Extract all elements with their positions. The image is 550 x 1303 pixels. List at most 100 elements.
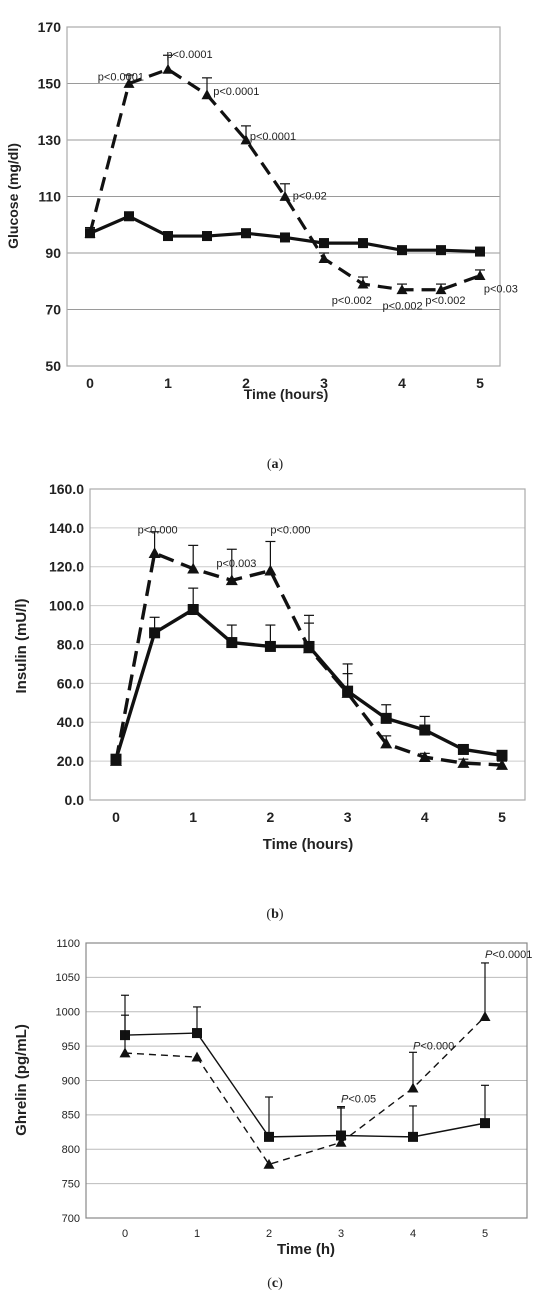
series-triangle [119,962,491,1169]
data-point-triangle [148,547,161,558]
data-point-triangle [357,278,369,289]
x-axis-title: Time (h) [277,1241,335,1258]
data-point-triangle [123,78,135,88]
data-point-square [163,231,173,242]
data-point-triangle [380,737,393,749]
x-tick-label: 4 [410,1228,416,1240]
panel-caption: (b) [266,907,283,922]
data-point-square [202,231,212,242]
y-tick-label: 120.0 [49,559,84,575]
data-point-triangle [119,1047,131,1058]
x-tick-label: 2 [242,375,250,391]
data-point-triangle [418,751,431,763]
data-point-square [264,1131,274,1142]
data-point-square [241,228,251,239]
p-value-annotation: p<0.0001 [98,72,144,84]
y-tick-label: 800 [62,1144,80,1156]
y-tick-label: 70 [45,301,61,317]
y-tick-label: 1050 [56,972,80,984]
y-tick-label: 160.0 [49,481,84,497]
x-tick-label: 1 [189,809,197,825]
data-point-triangle [264,564,277,576]
data-point-triangle [263,1158,275,1169]
p-value-annotation: p<0.0001 [166,49,212,61]
series-square [85,211,485,257]
y-tick-label: 20.0 [57,753,84,769]
p-value-annotation: p<0.002 [383,301,423,313]
y-axis-title: Ghrelin (pg/mL) [13,1024,30,1136]
data-point-triangle [496,759,508,770]
data-point-square [419,724,431,736]
data-point-triangle [201,89,213,100]
x-tick-label: 2 [267,809,275,825]
x-axis-title: Time (hours) [263,836,354,853]
series-line [88,67,481,292]
series-line [124,1032,486,1138]
data-point-triangle [303,642,315,654]
series-triangle [84,54,486,295]
data-point-square [408,1131,418,1142]
y-tick-label: 90 [45,245,61,261]
series-triangle [110,531,508,770]
chart-panel-2: 700 750 800 850 900 950 1000 1050 1100 0 1 2 3 4 5 Time… [13,938,532,1291]
y-tick-label: 60.0 [57,675,84,691]
y-tick-label: 0.0 [65,792,85,808]
data-point-square [457,743,469,755]
y-tick-label: 130 [38,132,62,148]
y-axis-title: Insulin (mU/l) [13,599,30,694]
data-point-triangle [396,284,408,295]
data-point-triangle [435,284,447,295]
y-tick-label: 150 [38,75,62,91]
data-point-square [397,245,407,256]
p-value-annotation: p<0.0001 [213,86,259,98]
plot-frame [66,26,501,367]
panel-caption: (c) [267,1276,283,1291]
series-square [120,994,490,1142]
y-tick-label: 700 [62,1213,80,1225]
y-tick-label: 1000 [56,1007,80,1019]
x-tick-label: 0 [86,375,94,391]
y-tick-label: 80.0 [57,636,84,652]
data-point-triangle [341,687,354,698]
plot-frame [85,942,528,1219]
panel-caption: (a) [267,457,284,472]
x-tick-label: 1 [194,1228,200,1240]
x-tick-label: 4 [421,809,429,825]
chart-panel-1: 0.0 20.0 40.0 60.0 80.0 100.0 120.0 140.0 160.0 0… [13,481,526,922]
p-value-annotation: p<0.002 [425,295,465,307]
data-point-triangle [225,574,238,586]
p-value-annotation: P<0.0001 [485,949,532,961]
p-value-annotation: P<0.000 [413,1041,454,1053]
p-value-annotation: p<0.002 [332,295,372,307]
data-point-square [496,749,508,761]
p-value-annotation: p<0.03 [484,284,518,296]
p-value-annotation: p<0.02 [293,190,327,202]
y-tick-label: 750 [62,1178,80,1190]
data-point-triangle [407,1082,419,1093]
p-value-annotation: p<0.000 [138,525,178,537]
series-line [114,551,503,767]
data-point-square [149,627,161,639]
p-value-annotation: P<0.05 [341,1094,376,1106]
y-tick-label: 1100 [56,938,80,950]
x-tick-label: 2 [266,1228,272,1240]
p-value-annotation: p<0.0001 [250,131,296,143]
x-tick-label: 3 [320,375,328,391]
x-tick-label: 0 [112,809,120,825]
series-square [110,587,508,765]
y-tick-label: 900 [62,1075,80,1087]
data-point-triangle [479,1011,491,1021]
data-point-square [226,637,238,649]
series-line [124,1016,486,1166]
data-point-triangle [335,1136,347,1147]
data-point-triangle [240,134,252,145]
x-tick-label: 3 [338,1228,344,1240]
data-point-square [480,1118,490,1129]
y-tick-label: 40.0 [57,714,84,730]
p-value-annotation: p<0.000 [270,525,310,537]
data-point-square [358,238,368,249]
x-tick-label: 3 [344,809,352,825]
y-tick-label: 850 [62,1110,80,1122]
data-point-square [187,604,199,616]
